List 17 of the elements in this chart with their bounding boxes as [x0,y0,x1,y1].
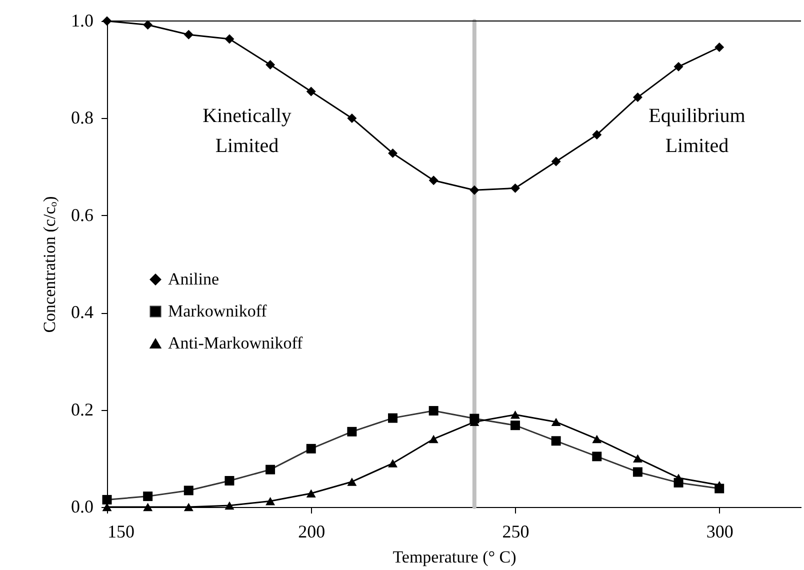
y-tick-label: 0.2 [71,399,94,420]
y-tick-label: 0.6 [71,204,94,225]
x-tick-label: 300 [706,522,734,542]
y-tick-label: 0.4 [71,302,94,322]
y-tick-label: 1.0 [71,10,94,30]
x-axis-title: Temperature (° C) [392,548,516,566]
legend-label: Markownikoff [168,302,268,320]
x-tick-label: 250 [502,522,530,542]
annotation: Equilibrium Limited [648,105,746,157]
y-tick-label: 0.8 [71,108,94,128]
annotation: Kinetically Limited [202,105,292,157]
legend-label: Aniline [168,270,219,288]
y-tick-label: 0.0 [71,496,94,516]
x-tick-label: 200 [298,522,326,542]
legend-label: Anti-Markownikoff [168,334,304,352]
x-tick-label: 150 [108,522,134,542]
y-axis-title: Concentration (c/cₒ) [40,196,59,333]
